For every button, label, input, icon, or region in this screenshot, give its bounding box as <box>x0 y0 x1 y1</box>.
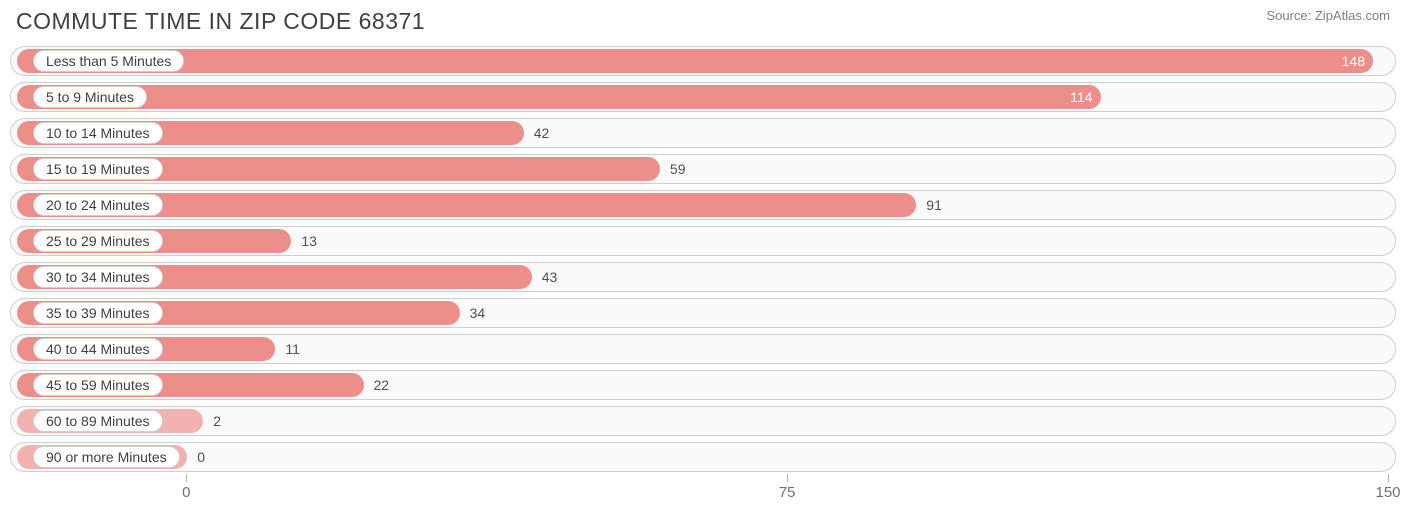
x-axis: 075150 <box>10 478 1396 508</box>
chart-container: COMMUTE TIME IN ZIP CODE 68371 Source: Z… <box>0 0 1406 523</box>
bar-chart: Less than 5 Minutes 148 5 to 9 Minutes 114 1… <box>10 46 1396 472</box>
bar-row: 40 to 44 Minutes 11 <box>10 334 1396 364</box>
x-tick-label: 150 <box>1375 484 1400 501</box>
chart-title: COMMUTE TIME IN ZIP CODE 68371 <box>16 8 425 35</box>
category-label: 40 to 44 Minutes <box>33 338 163 360</box>
bar-value: 59 <box>670 155 686 183</box>
bar-value: 13 <box>301 227 317 255</box>
bar <box>17 85 1101 109</box>
x-tick <box>787 474 788 482</box>
bar-row: 5 to 9 Minutes 114 <box>10 82 1396 112</box>
category-label: 20 to 24 Minutes <box>33 194 163 216</box>
bar-row: 15 to 19 Minutes 59 <box>10 154 1396 184</box>
category-label: 90 or more Minutes <box>33 446 180 468</box>
bar-value: 0 <box>197 443 205 471</box>
bar-value: 34 <box>470 299 486 327</box>
bar-value: 148 <box>1342 47 1365 75</box>
bar-value: 42 <box>534 119 550 147</box>
bar-row: 60 to 89 Minutes 2 <box>10 406 1396 436</box>
bar-value: 91 <box>926 191 942 219</box>
bar-value: 43 <box>542 263 558 291</box>
category-label: 5 to 9 Minutes <box>33 86 147 108</box>
header: COMMUTE TIME IN ZIP CODE 68371 Source: Z… <box>10 8 1396 46</box>
bar-row: 35 to 39 Minutes 34 <box>10 298 1396 328</box>
bar-row: 45 to 59 Minutes 22 <box>10 370 1396 400</box>
category-label: 15 to 19 Minutes <box>33 158 163 180</box>
source-label: Source: ZipAtlas.com <box>1266 8 1390 23</box>
x-tick-label: 0 <box>182 484 190 501</box>
bar-row: 10 to 14 Minutes 42 <box>10 118 1396 148</box>
bar-row: 90 or more Minutes 0 <box>10 442 1396 472</box>
category-label: 60 to 89 Minutes <box>33 410 163 432</box>
category-label: 45 to 59 Minutes <box>33 374 163 396</box>
category-label: 35 to 39 Minutes <box>33 302 163 324</box>
category-label: 25 to 29 Minutes <box>33 230 163 252</box>
category-label: 30 to 34 Minutes <box>33 266 163 288</box>
bar-row: 30 to 34 Minutes 43 <box>10 262 1396 292</box>
bar-value: 22 <box>374 371 390 399</box>
bar-value: 11 <box>285 335 300 363</box>
bar-row: 20 to 24 Minutes 91 <box>10 190 1396 220</box>
category-label: 10 to 14 Minutes <box>33 122 163 144</box>
bar <box>17 49 1373 73</box>
bar-value: 2 <box>213 407 221 435</box>
x-tick <box>1388 474 1389 482</box>
bar-value: 114 <box>1070 83 1092 111</box>
x-tick-label: 75 <box>779 484 796 501</box>
category-label: Less than 5 Minutes <box>33 50 184 72</box>
x-tick <box>186 474 187 482</box>
bar-row: 25 to 29 Minutes 13 <box>10 226 1396 256</box>
bar-row: Less than 5 Minutes 148 <box>10 46 1396 76</box>
